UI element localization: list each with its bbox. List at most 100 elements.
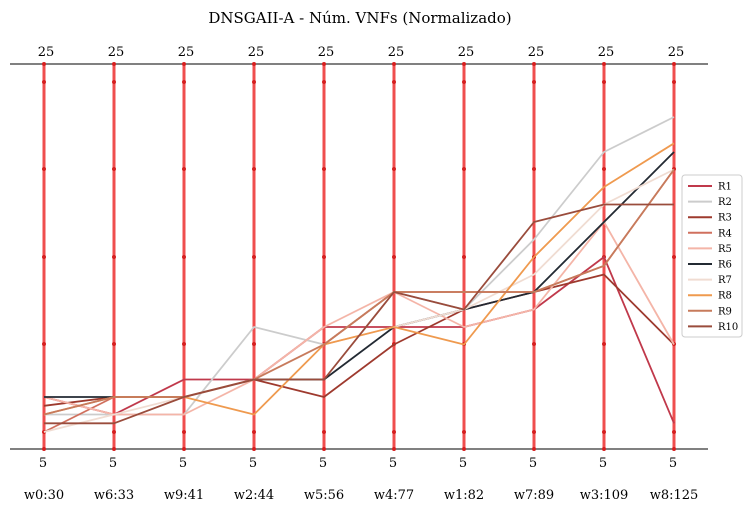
chart-title: DNSGAII-A - Núm. VNFs (Normalizado) <box>208 9 511 27</box>
axis-tick-dot <box>322 80 326 84</box>
axis-tick-dot <box>42 255 46 259</box>
axis-category-label: w6:33 <box>94 488 134 503</box>
axis-tick-dot <box>392 255 396 259</box>
axis-tick-dot <box>602 167 606 171</box>
axis-bottom-label: 5 <box>179 456 187 471</box>
axis-labels-layer: 25 5 w0:30 25 5 w6:33 25 5 w9:41 25 5 w2:44 25 5 w5:56… <box>24 45 698 503</box>
axis-top-label: 25 <box>38 45 55 60</box>
series-line-r7 <box>43 168 675 433</box>
axis-tick-dot <box>462 167 466 171</box>
axis-tick-dot <box>182 342 186 346</box>
axis-tick-dot <box>252 80 256 84</box>
legend-label: R6 <box>718 260 732 271</box>
axis-top-label: 25 <box>108 45 125 60</box>
axis-tick-dot <box>462 430 466 434</box>
axis-category-label: w9:41 <box>164 488 204 503</box>
axis-top-label: 25 <box>388 45 405 60</box>
axis-tick-dot <box>182 80 186 84</box>
legend-label: R9 <box>718 306 732 317</box>
axis-tick-dot <box>532 430 536 434</box>
axis-tick-dot <box>462 80 466 84</box>
axis-category-label: w4:77 <box>374 488 414 503</box>
legend-label: R4 <box>718 228 732 239</box>
axis-tick-dot <box>42 62 46 66</box>
axis-tick-dot <box>532 447 536 451</box>
axis-top-label: 25 <box>668 45 685 60</box>
axis-tick-dot <box>322 447 326 451</box>
axis-bottom-label: 5 <box>599 456 607 471</box>
axis-tick-dot <box>182 167 186 171</box>
legend-label: R1 <box>718 182 732 193</box>
axis-top-label: 25 <box>458 45 475 60</box>
axis-tick-dot <box>462 62 466 66</box>
axis-tick-dot <box>182 447 186 451</box>
axis-category-label: w7:89 <box>514 488 554 503</box>
axis-tick-dot <box>322 167 326 171</box>
axis-tick-dot <box>112 342 116 346</box>
axis-tick-dot <box>392 447 396 451</box>
axis-bottom-label: 5 <box>109 456 117 471</box>
axis-bottom-label: 5 <box>319 456 327 471</box>
axis-tick-dot <box>112 62 116 66</box>
legend-frame <box>681 174 743 338</box>
axis-tick-dot <box>252 342 256 346</box>
axis-category-label: w2:44 <box>234 488 274 503</box>
axis-tick-dot <box>532 167 536 171</box>
axis-tick-dot <box>672 62 676 66</box>
axis-tick-dot <box>672 430 676 434</box>
axis-tick-dot <box>112 447 116 451</box>
axis-tick-dot <box>392 62 396 66</box>
axis-tick-dot <box>112 255 116 259</box>
legend-label: R8 <box>718 291 732 302</box>
axis-tick-dot <box>602 62 606 66</box>
series-line-r5 <box>43 221 675 416</box>
legend: R1 R2 R3 R4 R5 R6 R7 R8 R9 R10 <box>681 174 743 338</box>
axis-category-label: w1:82 <box>444 488 484 503</box>
axis-tick-dot <box>672 447 676 451</box>
axis-top-label: 25 <box>318 45 335 60</box>
axis-tick-dot <box>462 447 466 451</box>
axis-bottom-label: 5 <box>529 456 537 471</box>
axis-tick-dot <box>182 62 186 66</box>
axis-tick-dot <box>392 80 396 84</box>
axis-tick-dot <box>112 80 116 84</box>
axis-tick-dot <box>252 447 256 451</box>
axis-tick-dot <box>322 62 326 66</box>
axis-tick-dot <box>392 167 396 171</box>
axis-bottom-label: 5 <box>389 456 397 471</box>
axis-top-label: 25 <box>528 45 545 60</box>
legend-label: R2 <box>718 197 732 208</box>
series-line-r1 <box>43 256 675 424</box>
axis-tick-dot <box>532 62 536 66</box>
axis-tick-dot <box>672 80 676 84</box>
axis-tick-dot <box>462 255 466 259</box>
axis-tick-dot <box>42 447 46 451</box>
axis-top-label: 25 <box>598 45 615 60</box>
axis-tick-dot <box>392 430 396 434</box>
axis-tick-dot <box>602 447 606 451</box>
axes-layer <box>42 62 676 451</box>
axis-tick-dot <box>112 430 116 434</box>
axis-tick-dot <box>182 255 186 259</box>
axis-bottom-label: 5 <box>39 456 47 471</box>
axis-tick-dot <box>252 255 256 259</box>
axis-top-label: 25 <box>248 45 265 60</box>
legend-label: R10 <box>718 322 738 333</box>
legend-label: R7 <box>718 275 732 286</box>
axis-bottom-label: 5 <box>459 456 467 471</box>
axis-tick-dot <box>602 80 606 84</box>
axis-tick-dot <box>252 62 256 66</box>
axis-top-label: 25 <box>178 45 195 60</box>
axis-tick-dot <box>112 167 116 171</box>
axis-category-label: w0:30 <box>24 488 64 503</box>
axis-category-label: w3:109 <box>580 488 629 503</box>
axis-tick-dot <box>602 430 606 434</box>
series-line-r9 <box>43 168 675 416</box>
series-line-r4 <box>43 168 675 433</box>
axis-tick-dot <box>42 80 46 84</box>
axis-category-label: w8:125 <box>650 488 699 503</box>
axis-tick-dot <box>42 167 46 171</box>
axis-tick-dot <box>322 430 326 434</box>
axis-tick-dot <box>602 342 606 346</box>
